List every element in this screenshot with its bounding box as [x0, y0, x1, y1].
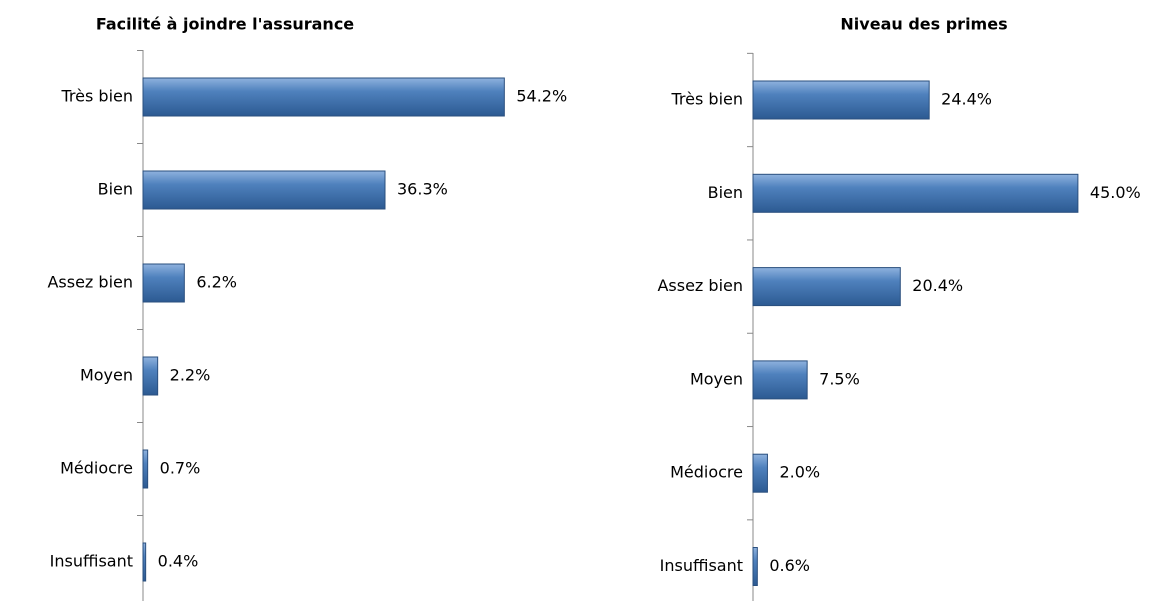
- bar: [142, 356, 159, 396]
- value-label: 54.2%: [516, 87, 567, 106]
- bar: [752, 453, 768, 493]
- y-tick-label: Bien: [98, 180, 133, 199]
- bar: [142, 542, 147, 582]
- bar: [142, 263, 185, 303]
- value-label: 0.4%: [158, 552, 199, 571]
- y-tick-label: Bien: [708, 183, 743, 202]
- chart-title: Niveau des primes: [840, 15, 1007, 34]
- bar: [142, 449, 149, 489]
- y-tick-label: Insuffisant: [660, 556, 743, 575]
- bar: [752, 547, 758, 586]
- value-label: 45.0%: [1090, 183, 1141, 202]
- y-tick-label: Moyen: [690, 369, 743, 388]
- value-label: 24.4%: [941, 90, 992, 109]
- value-label: 36.3%: [397, 180, 448, 199]
- bar: [752, 360, 808, 400]
- y-tick-label: Médiocre: [60, 459, 133, 478]
- value-label: 2.0%: [779, 463, 820, 482]
- value-label: 7.5%: [819, 369, 860, 388]
- value-label: 6.2%: [196, 273, 237, 292]
- chart-title: Facilité à joindre l'assurance: [96, 15, 354, 34]
- bar: [142, 170, 386, 210]
- y-tick-label: Très bien: [671, 90, 744, 109]
- y-tick-label: Insuffisant: [50, 552, 133, 571]
- bar: [752, 173, 1079, 213]
- value-label: 0.7%: [160, 459, 201, 478]
- y-tick-label: Moyen: [80, 366, 133, 385]
- y-tick-label: Assez bien: [657, 276, 743, 295]
- bar: [752, 267, 901, 307]
- y-tick-label: Médiocre: [670, 463, 743, 482]
- y-tick-label: Très bien: [61, 87, 134, 106]
- bar: [752, 80, 930, 120]
- value-label: 0.6%: [769, 556, 810, 575]
- value-label: 20.4%: [912, 276, 963, 295]
- y-tick-label: Assez bien: [47, 273, 133, 292]
- value-label: 2.2%: [170, 366, 211, 385]
- bar: [142, 77, 505, 117]
